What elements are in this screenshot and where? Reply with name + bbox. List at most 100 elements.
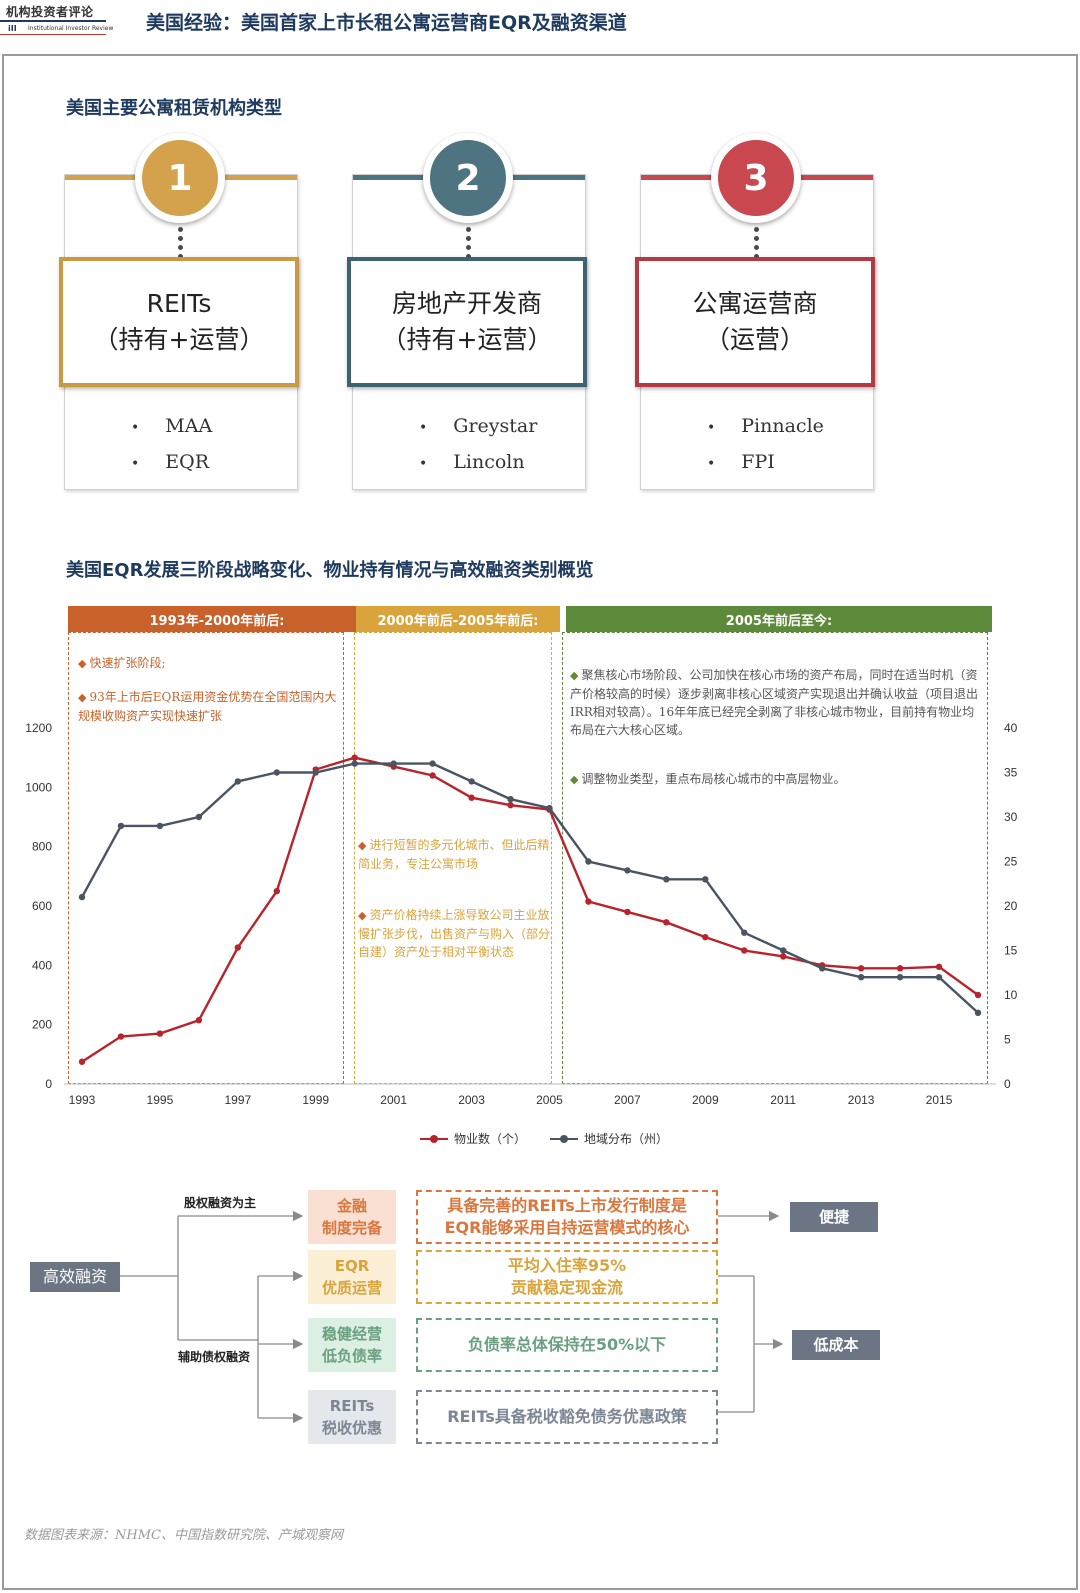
- diamond-bullet-icon: ◆: [78, 691, 87, 704]
- series-point: [780, 953, 787, 960]
- x-tick-label: 2003: [458, 1093, 485, 1107]
- y-left-tick-label: 600: [32, 899, 52, 913]
- y-left-tick-label: 1200: [25, 721, 52, 735]
- y-right-tick-label: 5: [1004, 1033, 1011, 1047]
- series-point: [663, 876, 670, 883]
- y-right-tick-label: 35: [1004, 766, 1018, 780]
- series-point: [896, 965, 904, 972]
- y-right-tick-label: 25: [1004, 855, 1018, 869]
- card-example-item: MAA: [131, 409, 212, 445]
- series-point: [429, 772, 436, 779]
- series-point: [78, 893, 86, 901]
- series-point: [156, 1030, 164, 1037]
- phase-note: ◆ 聚焦核心市场阶段、公司加快在核心市场的资产布局，同时在适当时机（资产价格较高的…: [570, 668, 979, 737]
- card-example-list: Greystar Lincoln: [419, 409, 537, 481]
- card-role: （持有+运营）: [93, 325, 265, 354]
- card-example-list: Pinnacle FPI: [707, 409, 824, 481]
- x-tick-label: 1993: [69, 1093, 96, 1107]
- phase-header: 2005年前后至今:: [566, 606, 992, 632]
- series-point: [780, 947, 787, 954]
- logo-mark: iII: [8, 24, 17, 33]
- legend-label: 地域分布（州）: [584, 1132, 669, 1146]
- card-title-box: REITs （持有+运营）: [59, 257, 299, 387]
- card-number-badge: 3: [711, 133, 801, 223]
- series-point: [507, 801, 514, 809]
- phase-note: ◆ 进行短暂的多元化城市、但此后精简业务，专注公寓市场: [358, 838, 550, 871]
- series-point: [974, 991, 982, 999]
- series-point: [351, 754, 358, 761]
- x-tick-label: 2013: [848, 1093, 875, 1107]
- series-point: [974, 1009, 982, 1016]
- series-point: [507, 796, 514, 803]
- legend-item: 地域分布（州）: [550, 1130, 668, 1147]
- branch-label-debt: 辅助债权融资: [178, 1350, 251, 1364]
- phase-note: ◆ 调整物业类型，重点布局核心城市的中高层物业。: [570, 772, 846, 786]
- legend-swatch: [550, 1133, 579, 1145]
- header-bar: 机构投资者评论 iII Institutional Investor Revie…: [0, 0, 1080, 46]
- phase-note: ◆ 93年上市后EQR运用资金优势在全国范围内大规模收购资产实现快速扩张: [78, 690, 337, 723]
- series-point: [702, 876, 709, 883]
- result-convenient: 便捷: [790, 1202, 878, 1232]
- x-tick-label: 2005: [536, 1093, 563, 1107]
- series-point: [741, 929, 748, 936]
- series-point: [78, 1058, 86, 1065]
- series-line: [80, 762, 979, 1014]
- x-tick-label: 1997: [224, 1093, 251, 1107]
- y-right-tick-label: 20: [1004, 899, 1018, 913]
- series-point: [935, 974, 943, 981]
- series-point: [390, 760, 397, 767]
- card-connector: [466, 227, 471, 259]
- chart-legend: 物业数（个） 地域分布（州）: [420, 1130, 668, 1147]
- logo-english-name: Institutional Investor Review: [28, 25, 114, 32]
- series-point: [273, 769, 280, 776]
- series-point: [117, 1033, 125, 1040]
- series-point: [702, 933, 709, 941]
- series-point: [195, 813, 203, 821]
- series-point: [585, 898, 592, 905]
- phase-note: ◆ 资产价格持续上涨导致公司主业放慢扩张步伐，出售资产与购入（部分自建）资产处于相…: [358, 908, 551, 959]
- series-point: [896, 974, 904, 981]
- diamond-bullet-icon: ◆: [358, 839, 367, 852]
- card-number-badge: 2: [423, 133, 513, 223]
- diamond-bullet-icon: ◆: [78, 657, 87, 670]
- y-right-tick-label: 0: [1004, 1077, 1011, 1091]
- series-point: [351, 760, 358, 767]
- x-tick-label: 1995: [147, 1093, 174, 1107]
- description-box: 平均入住率95% 贡献稳定现金流: [416, 1250, 718, 1304]
- series-line: [81, 756, 979, 1063]
- factor-box: REITs 税收优惠: [308, 1390, 396, 1444]
- y-left-tick-label: 1000: [25, 780, 52, 794]
- logo-rule-red: [0, 34, 106, 35]
- series-point: [156, 822, 164, 830]
- series-point: [468, 778, 475, 785]
- card-role: （运营）: [704, 325, 805, 354]
- diamond-bullet-icon: ◆: [358, 909, 367, 922]
- card-name: 房地产开发商: [391, 289, 542, 318]
- y-right-tick-label: 15: [1004, 944, 1018, 958]
- y-left-tick-label: 200: [32, 1018, 52, 1032]
- series-point: [741, 947, 748, 954]
- org-type-card: 1 REITs （持有+运营） MAA EQR: [59, 133, 299, 490]
- card-example-item: Lincoln: [419, 445, 537, 481]
- x-tick-label: 2015: [926, 1093, 953, 1107]
- x-tick-label: 1999: [302, 1093, 329, 1107]
- series-point: [195, 1017, 203, 1024]
- card-number-badge: 1: [135, 133, 225, 223]
- diamond-bullet-icon: ◆: [570, 669, 579, 682]
- y-right-tick-label: 10: [1004, 988, 1018, 1002]
- card-example-item: Pinnacle: [707, 409, 824, 445]
- x-tick-label: 2007: [614, 1093, 641, 1107]
- card-example-list: MAA EQR: [131, 409, 212, 481]
- phase-header: 1993年-2000年前后:: [68, 606, 366, 632]
- description-box: 具备完善的REITs上市发行制度是 EQR能够采用自持运营模式的核心: [416, 1190, 718, 1244]
- logo-chinese-name: 机构投资者评论: [6, 5, 94, 19]
- card-connector: [178, 227, 183, 259]
- card-title-box: 公寓运营商 （运营）: [635, 257, 875, 387]
- factor-box: 稳健经营 低负债率: [308, 1318, 396, 1372]
- line-chart: 0 200 400 600 800 1000 1200 0 5 10 15 20 25 30 35 40 199…: [25, 721, 1018, 1107]
- x-tick-label: 2011: [770, 1093, 796, 1107]
- card-role: （持有+运营）: [381, 325, 553, 354]
- series-point: [935, 963, 943, 971]
- card-name: REITs: [146, 289, 212, 318]
- card-name: 公寓运营商: [692, 289, 818, 318]
